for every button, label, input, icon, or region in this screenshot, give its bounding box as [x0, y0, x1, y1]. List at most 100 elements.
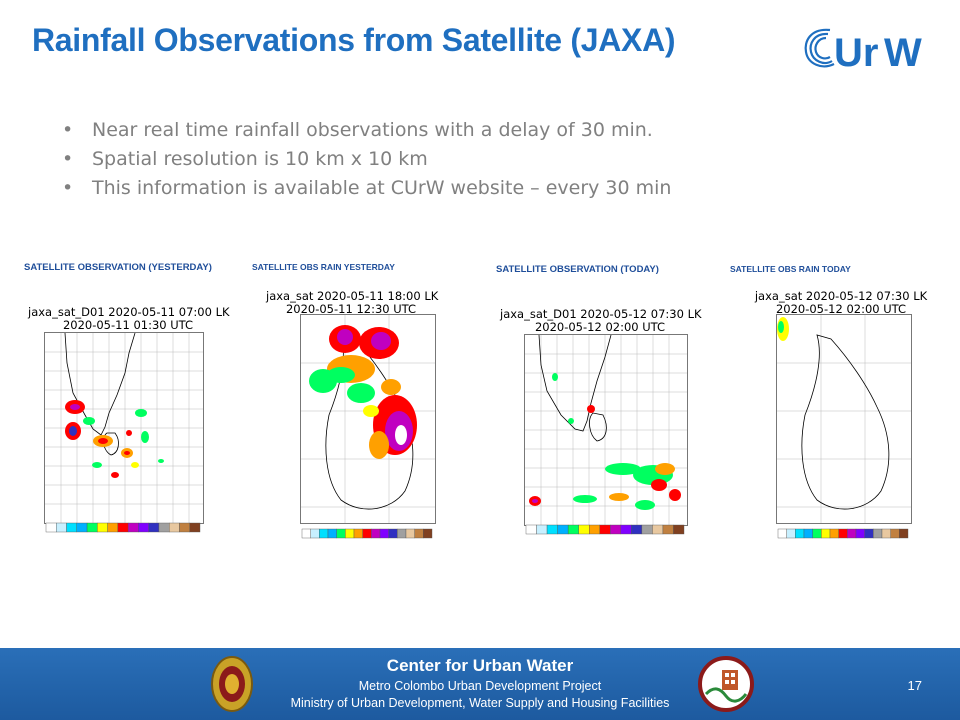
- panel-heading-today-observation: SATELLITE OBSERVATION (TODAY): [496, 264, 659, 275]
- legend-swatch: [803, 528, 813, 539]
- svg-text:W: W: [884, 31, 922, 74]
- legend-swatch: [546, 524, 558, 535]
- legend-swatch: [353, 528, 363, 539]
- legend-swatch: [873, 528, 883, 539]
- legend-swatch: [310, 528, 320, 539]
- map-title-line: jaxa_sat 2020-05-11 18:00 LK: [266, 289, 439, 303]
- map-title-line: jaxa_sat_D01 2020-05-11 07:00 LK: [28, 305, 230, 319]
- legend-swatch: [86, 522, 98, 533]
- legend-swatch: [829, 528, 839, 539]
- legend-swatch: [319, 528, 329, 539]
- legend-swatch: [673, 524, 685, 535]
- map-title-line: 2020-05-12 02:00 UTC: [775, 302, 907, 316]
- panel-heading-today-rain: SATELLITE OBS RAIN TODAY: [730, 264, 851, 274]
- rainfall-map-today: [776, 314, 912, 524]
- legend-swatches: [525, 524, 685, 535]
- legend-swatch: [620, 524, 632, 535]
- legend-swatch: [536, 524, 548, 535]
- legend-swatch: [379, 528, 389, 539]
- color-legend: [45, 522, 201, 533]
- legend-swatch: [327, 528, 337, 539]
- svg-text:Ur: Ur: [834, 31, 878, 74]
- bullet-item: This information is available at CUrW we…: [62, 174, 671, 203]
- page-number: 17: [907, 678, 922, 693]
- legend-swatch: [567, 524, 579, 535]
- legend-swatch: [525, 524, 537, 535]
- legend-swatch: [97, 522, 108, 533]
- legend-swatch: [397, 528, 407, 539]
- legend-swatch: [127, 522, 139, 533]
- legend-swatch: [336, 528, 346, 539]
- bullet-item: Near real time rainfall observations wit…: [62, 116, 671, 145]
- legend-swatch: [812, 528, 822, 539]
- bullet-item: Spatial resolution is 10 km x 10 km: [62, 145, 671, 174]
- footer-bar: Center for Urban Water Metro Colombo Urb…: [0, 648, 960, 720]
- bullet-list: Near real time rainfall observations wit…: [62, 116, 671, 203]
- legend-swatch: [388, 528, 398, 539]
- rainfall-map-yesterday-d01: [44, 332, 204, 524]
- map-title-line: 2020-05-11 12:30 UTC: [285, 302, 417, 316]
- legend-swatch: [423, 528, 433, 539]
- legend-swatches: [301, 528, 433, 539]
- legend-swatch: [414, 528, 424, 539]
- rainfall-map-today-d01: [524, 334, 688, 526]
- legend-swatch: [588, 524, 600, 535]
- map-title-line: jaxa_sat_D01 2020-05-12 07:30 LK: [500, 307, 702, 321]
- legend-swatch: [847, 528, 857, 539]
- legend-swatch: [777, 528, 787, 539]
- map-title: jaxa_sat 2020-05-11 18:00 LK 2020-05-11 …: [266, 289, 439, 316]
- panel-heading-yesterday-rain: SATELLITE OBS RAIN YESTERDAY: [252, 262, 395, 272]
- legend-swatch: [301, 528, 311, 539]
- legend-swatch: [838, 528, 848, 539]
- legend-swatch: [168, 522, 180, 533]
- legend-swatch: [821, 528, 831, 539]
- legend-swatch: [795, 528, 805, 539]
- legend-swatch: [345, 528, 355, 539]
- legend-swatch: [371, 528, 381, 539]
- rainfall-map-yesterday: [300, 314, 436, 524]
- legend-swatch: [117, 522, 129, 533]
- legend-swatch: [138, 522, 149, 533]
- legend-swatch: [652, 524, 664, 535]
- mcudp-logo-icon: [698, 656, 754, 712]
- map-title-line: 2020-05-12 02:00 UTC: [534, 320, 666, 334]
- legend-swatch: [158, 522, 170, 533]
- legend-swatch: [899, 528, 909, 539]
- legend-swatch: [45, 522, 57, 533]
- legend-swatch: [864, 528, 874, 539]
- footer-project: Metro Colombo Urban Development Project: [358, 679, 602, 693]
- legend-swatch: [855, 528, 865, 539]
- footer-title: Center for Urban Water: [386, 656, 574, 675]
- legend-swatch: [189, 522, 201, 533]
- legend-swatch: [179, 522, 190, 533]
- sri-lanka-emblem-icon: [211, 656, 253, 712]
- legend-swatch: [56, 522, 67, 533]
- legend-swatch: [631, 524, 643, 535]
- legend-swatch: [405, 528, 415, 539]
- legend-swatch: [107, 522, 119, 533]
- slide-title: Rainfall Observations from Satellite (JA…: [32, 22, 676, 58]
- legend-swatch: [362, 528, 372, 539]
- legend-swatches: [45, 522, 201, 533]
- legend-swatch: [578, 524, 590, 535]
- curw-logo: Ur W: [804, 28, 922, 74]
- map-title-line: 2020-05-11 01:30 UTC: [62, 318, 194, 332]
- legend-swatch: [610, 524, 622, 535]
- color-legend: [777, 528, 909, 539]
- legend-swatch: [786, 528, 796, 539]
- map-title-line: jaxa_sat 2020-05-12 07:30 LK: [754, 289, 928, 303]
- legend-swatch: [66, 522, 77, 533]
- map-title: jaxa_sat 2020-05-12 07:30 LK 2020-05-12 …: [746, 290, 936, 316]
- color-legend: [525, 524, 685, 535]
- legend-swatch: [557, 524, 569, 535]
- panel-heading-yesterday-observation: SATELLITE OBSERVATION (YESTERDAY): [24, 262, 212, 273]
- color-legend: [301, 528, 433, 539]
- legend-swatch: [662, 524, 674, 535]
- legend-swatch: [641, 524, 653, 535]
- legend-swatch: [148, 522, 160, 533]
- legend-swatch: [76, 522, 88, 533]
- legend-swatch: [599, 524, 611, 535]
- map-title: jaxa_sat_D01 2020-05-12 07:30 LK 2020-05…: [500, 307, 702, 334]
- footer-ministry: Ministry of Urban Development, Water Sup…: [290, 696, 670, 710]
- legend-swatch: [881, 528, 891, 539]
